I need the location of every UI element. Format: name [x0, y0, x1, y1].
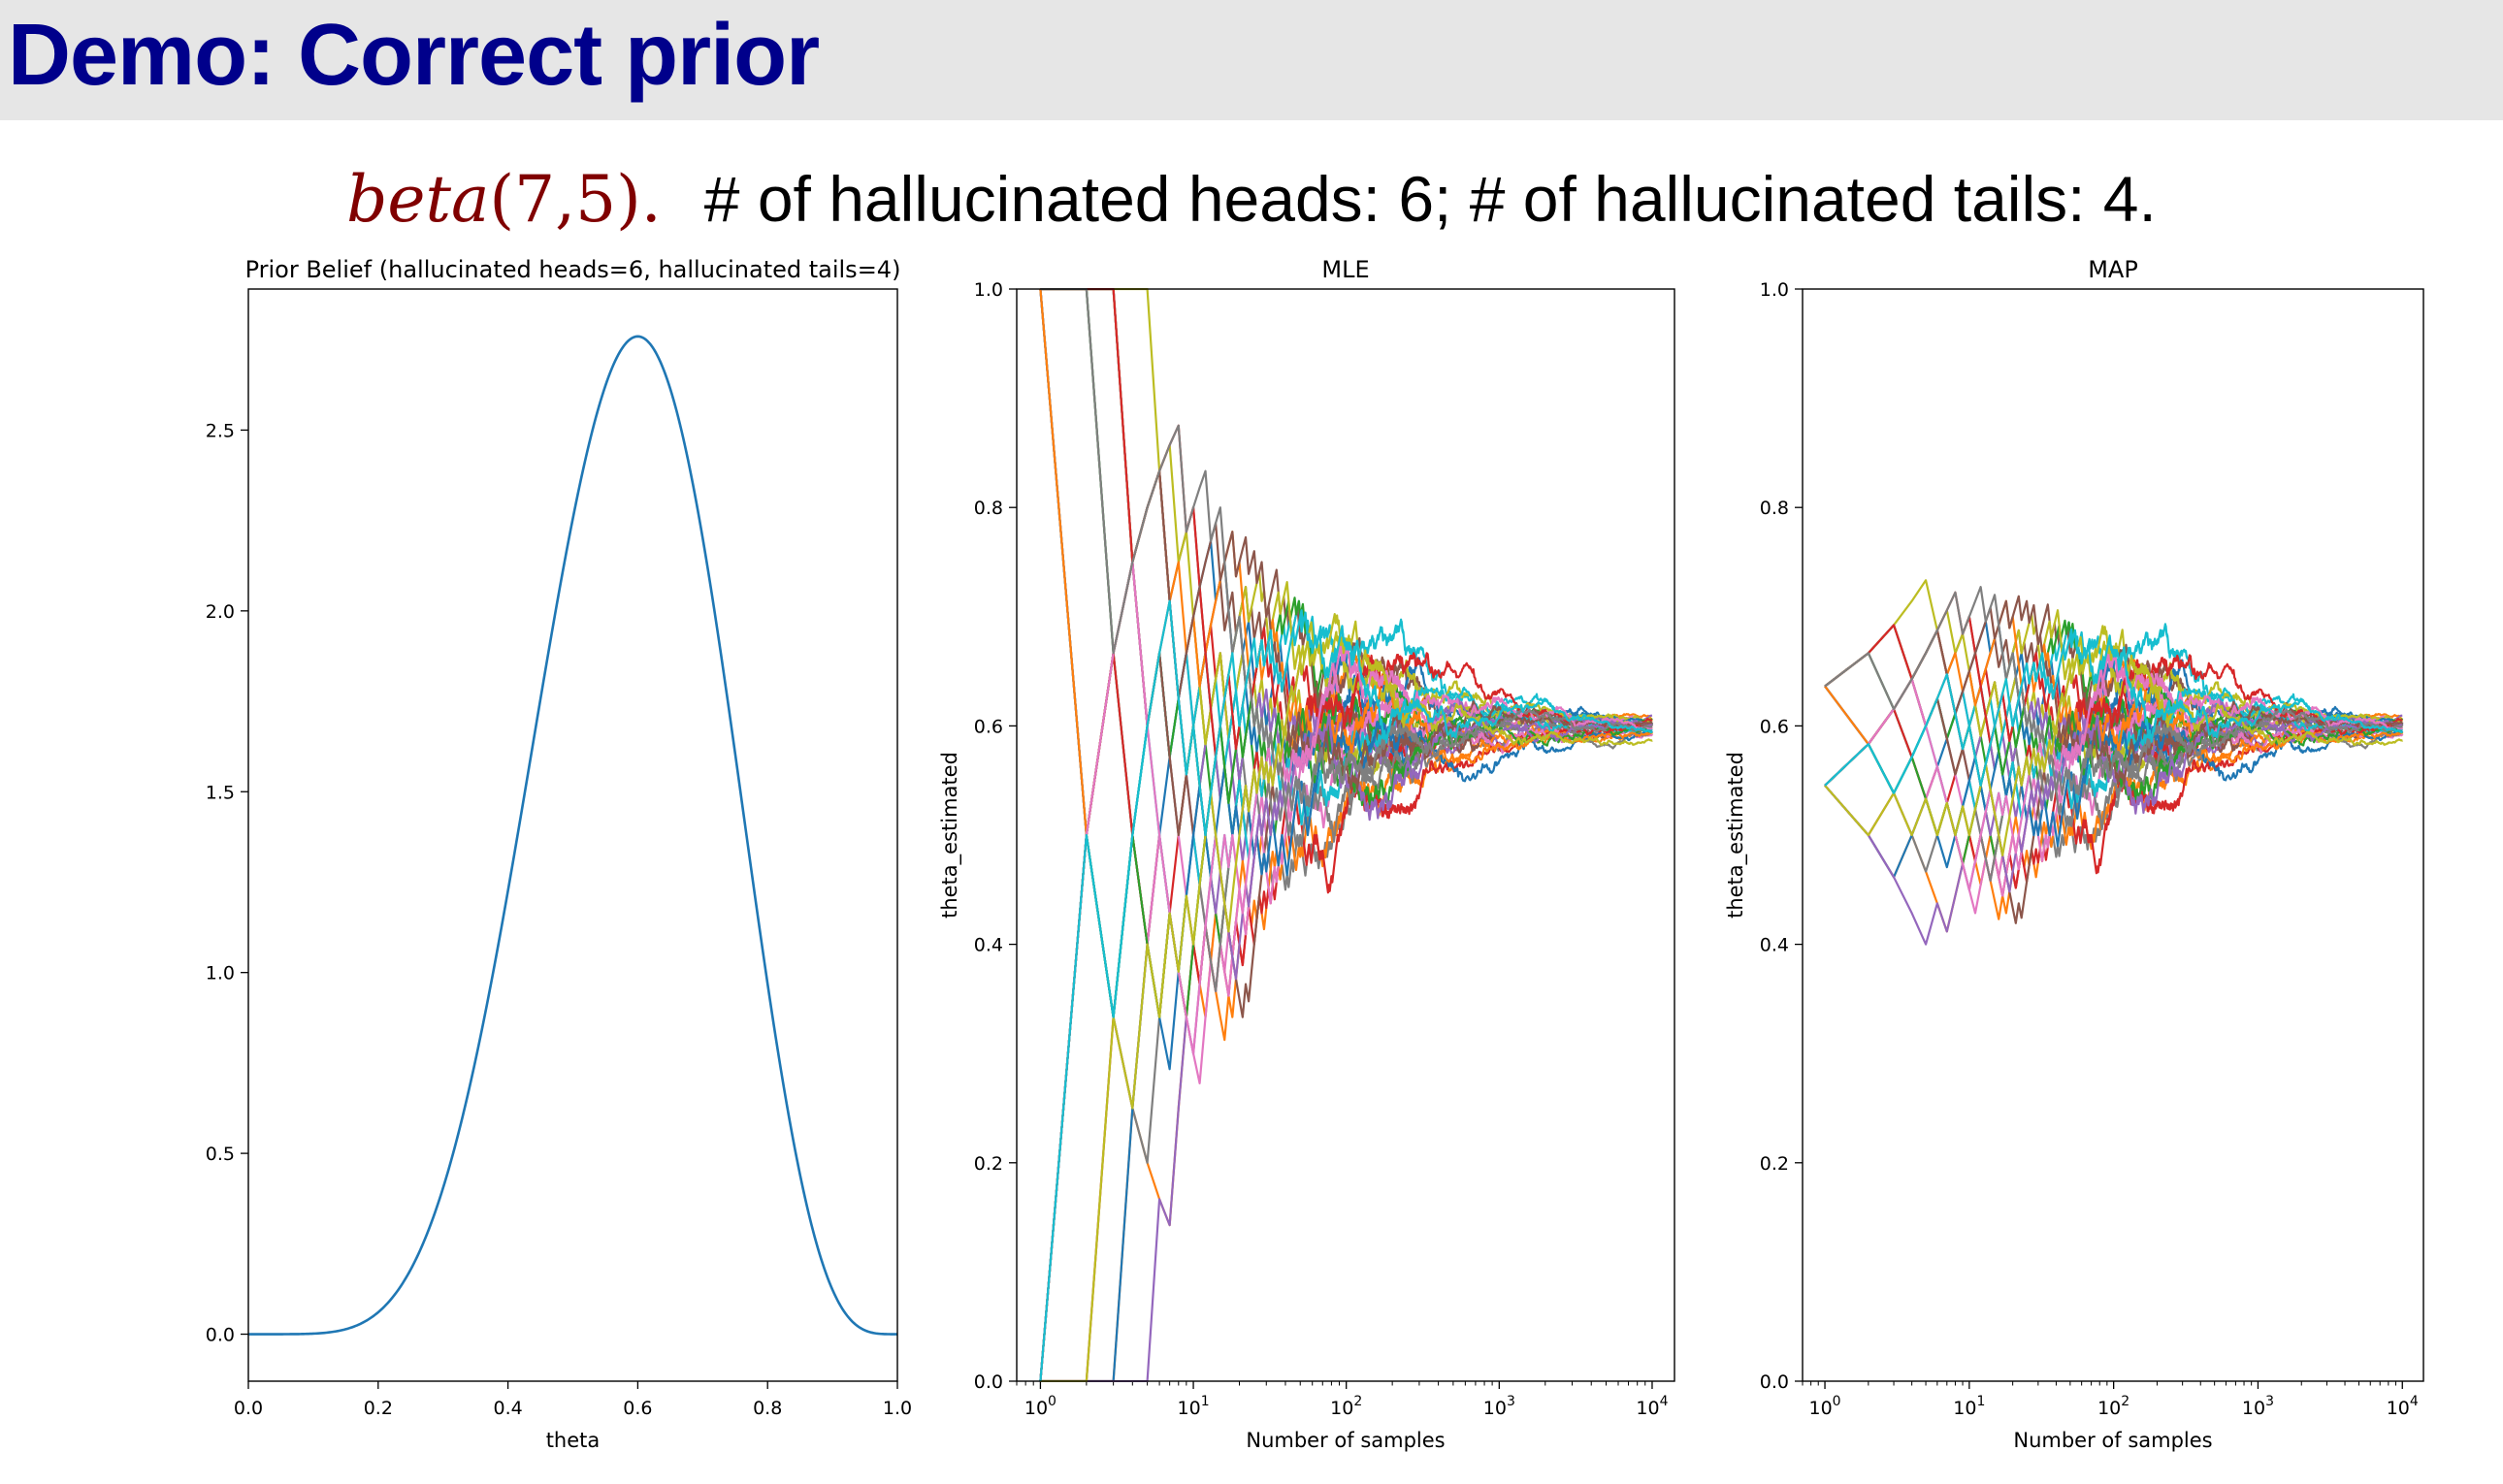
- x-axis-label: theta: [546, 1429, 601, 1452]
- x-tick-label: 104: [1636, 1394, 1668, 1419]
- slide-title: Demo: Correct prior: [8, 7, 820, 104]
- y-axis-label: theta_estimated: [938, 752, 962, 919]
- formula-prefix: beta: [346, 162, 490, 237]
- estimate-series-line: [1039, 599, 1653, 1382]
- slide-subtitle: beta(7,5). # of hallucinated heads: 6; # …: [0, 155, 2503, 243]
- chart-title: Prior Belief (hallucinated heads=6, hall…: [245, 256, 901, 283]
- chart-3-series: [1824, 579, 2404, 946]
- y-tick-label: 0.5: [206, 1144, 235, 1165]
- x-tick-label: 101: [1953, 1394, 1985, 1419]
- chart-1-axes: 0.0 0.2 0.4 0.6 0.8 1.0 0.0 0.5 1.0 1.5 2.0 2.5 Prio…: [206, 256, 912, 1452]
- estimate-series-line: [1040, 288, 1653, 758]
- y-tick-label: 0.8: [1760, 498, 1789, 519]
- y-tick-label: 0.8: [974, 498, 1003, 519]
- estimate-series-line: [1040, 713, 1653, 1382]
- y-tick-label: 1.0: [206, 963, 235, 984]
- estimate-series-line: [1824, 585, 2404, 796]
- y-tick-label: 2.0: [206, 601, 235, 623]
- x-tick-label: 1.0: [883, 1398, 912, 1419]
- y-tick-label: 0.2: [1760, 1153, 1789, 1175]
- y-tick-label: 0.0: [1760, 1371, 1789, 1393]
- estimate-series-line: [1039, 561, 1653, 1382]
- y-tick-label: 0.4: [974, 935, 1003, 956]
- x-tick-label: 101: [1178, 1394, 1210, 1419]
- prior-density-line: [248, 335, 897, 1336]
- y-tick-label: 1.0: [974, 279, 1003, 301]
- y-axis-label: theta_estimated: [1724, 752, 1748, 919]
- x-tick-label: 0.4: [493, 1398, 522, 1419]
- estimate-series-line: [1040, 288, 1653, 812]
- y-tick-label: 0.0: [206, 1325, 235, 1346]
- plot-frame: [1016, 288, 1675, 1382]
- x-axis-label: Number of samples: [1246, 1429, 1445, 1452]
- x-tick-label: 100: [1024, 1394, 1056, 1419]
- y-tick-label: 1.5: [206, 782, 235, 803]
- title-bar: Demo: Correct prior: [0, 0, 2503, 120]
- y-tick-label: 0.6: [1760, 716, 1789, 737]
- y-tick-label: 2.5: [206, 420, 235, 441]
- chart-3-axes: 100 101 102 103 104 0.0 0.2 0.4 0.6 0.8 1.0 MAP Numb…: [1724, 256, 2419, 1452]
- estimate-series-line: [1040, 288, 1653, 754]
- estimate-series-line: [1039, 561, 1653, 1382]
- plot-frame: [247, 288, 898, 1382]
- beta-formula: beta(7,5).: [346, 162, 662, 237]
- y-tick-label: 0.2: [974, 1153, 1003, 1175]
- estimate-series-line: [1824, 685, 2404, 883]
- x-tick-label: 103: [2242, 1394, 2274, 1419]
- estimate-series-line: [1040, 721, 1653, 1382]
- y-tick-label: 0.6: [974, 716, 1003, 737]
- formula-args: (7,5).: [489, 162, 662, 237]
- x-tick-label: 0.0: [234, 1398, 263, 1419]
- hallucination-description: # of hallucinated heads: 6; # of halluci…: [703, 163, 2157, 235]
- x-tick-label: 102: [2097, 1394, 2129, 1419]
- chart-title: MAP: [2088, 256, 2138, 283]
- chart-title: MLE: [1321, 256, 1369, 283]
- x-tick-label: 104: [2387, 1394, 2419, 1419]
- estimate-series-line: [1039, 469, 1653, 1382]
- x-axis-label: Number of samples: [2013, 1429, 2212, 1452]
- x-tick-label: 0.6: [623, 1398, 652, 1419]
- plot-frame: [1802, 288, 2424, 1382]
- estimate-series-line: [1824, 628, 2404, 794]
- x-tick-label: 100: [1808, 1394, 1840, 1419]
- y-tick-label: 1.0: [1760, 279, 1789, 301]
- y-tick-label: 0.0: [974, 1371, 1003, 1393]
- estimate-series-line: [1039, 288, 1653, 1164]
- estimate-series-line: [1039, 561, 1653, 1382]
- x-tick-label: 0.8: [753, 1398, 782, 1419]
- x-tick-label: 0.2: [364, 1398, 393, 1419]
- chart-2-series: [1039, 288, 1654, 1382]
- x-tick-label: 103: [1483, 1394, 1515, 1419]
- chart-2-axes: 100 101 102 103 104 0.0 0.2 0.4 0.6 0.8 1.0 MLE Numb…: [938, 256, 1669, 1452]
- x-tick-label: 102: [1330, 1394, 1362, 1419]
- estimate-series-line: [1039, 288, 1653, 973]
- y-tick-label: 0.4: [1760, 935, 1789, 956]
